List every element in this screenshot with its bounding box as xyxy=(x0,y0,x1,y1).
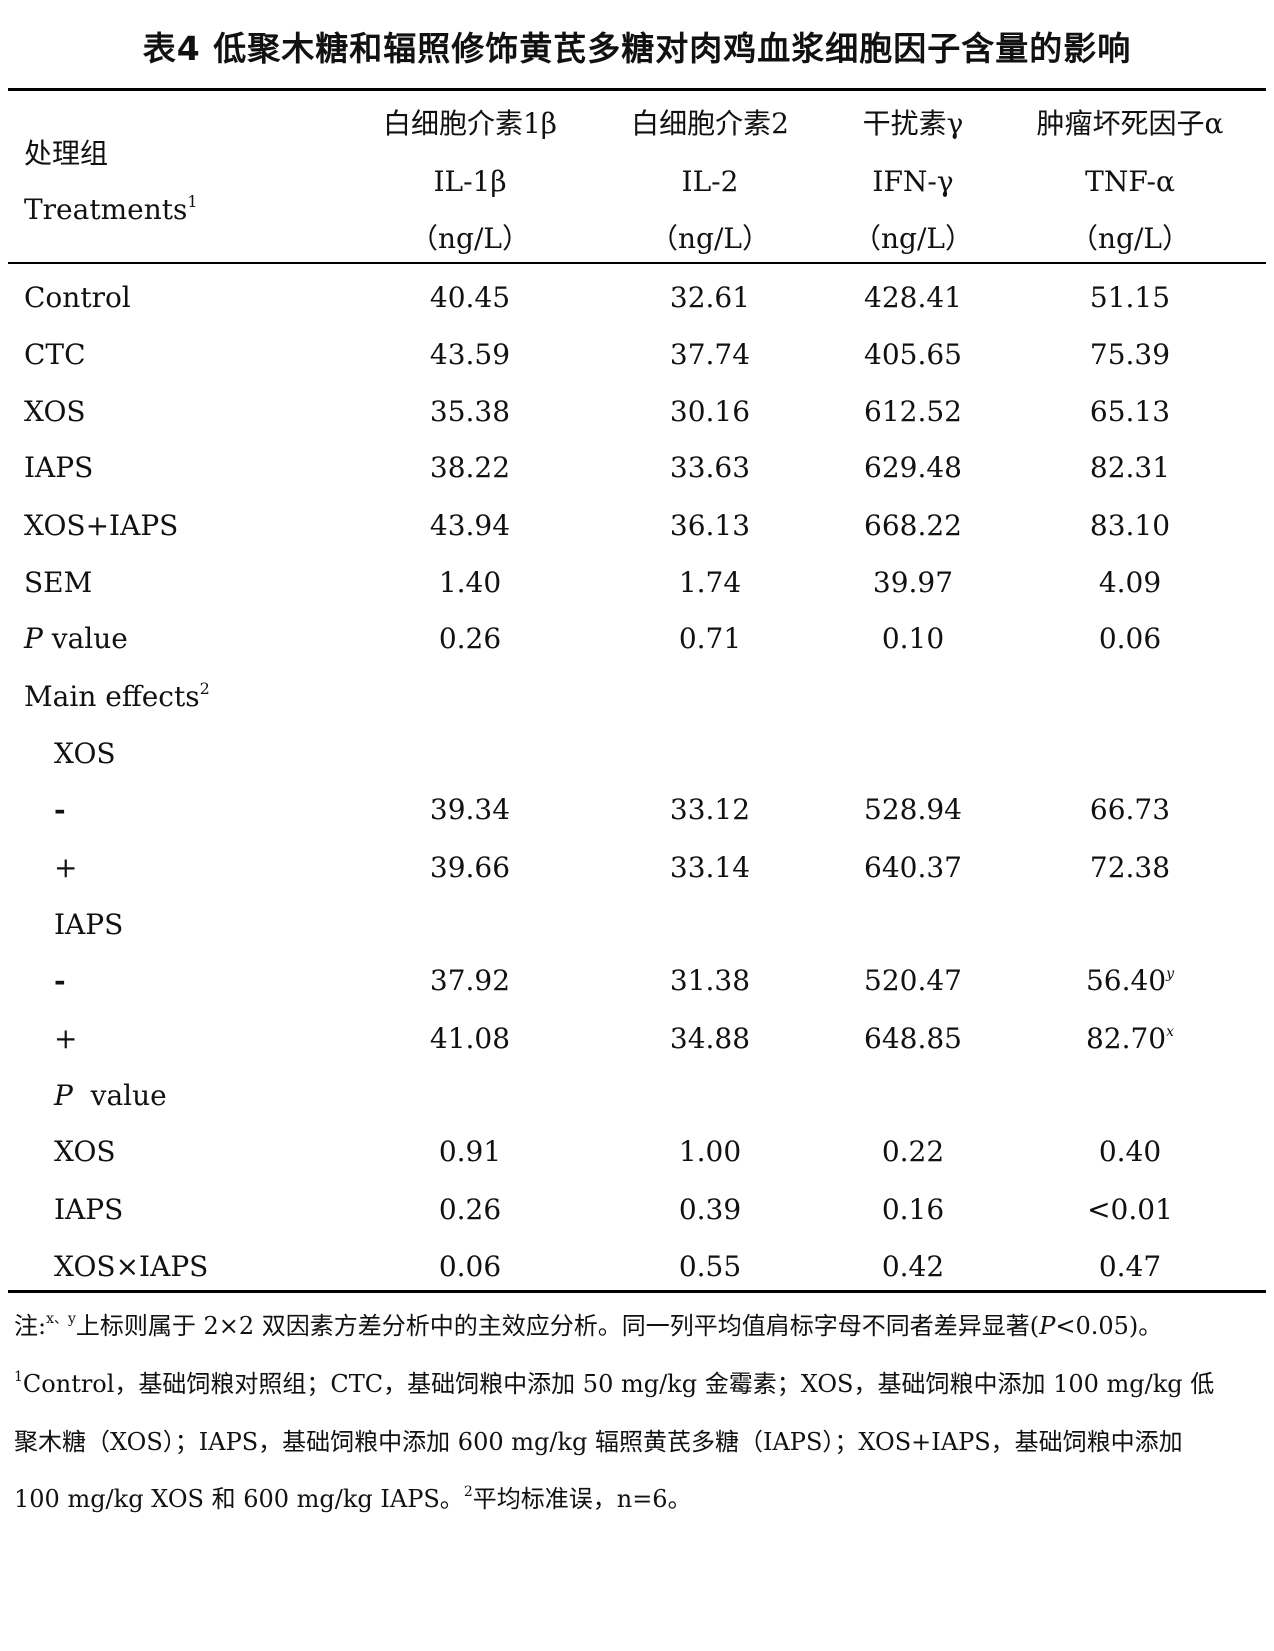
col1-en: IL-1β xyxy=(433,165,507,198)
cell-ifng: 0.22 xyxy=(881,1135,945,1168)
cell-il1b: 0.26 xyxy=(438,1193,502,1226)
row-label: XOS xyxy=(54,1135,116,1168)
cell-il2: 32.61 xyxy=(669,281,751,314)
cell-il2: 0.55 xyxy=(678,1250,742,1283)
table-title: 表4 低聚木糖和辐照修饰黄芪多糖对肉鸡血浆细胞因子含量的影响 xyxy=(142,29,1132,68)
cell-il2: 34.88 xyxy=(669,1022,751,1055)
cell-ifng: 0.16 xyxy=(881,1193,945,1226)
cell-il2: 33.14 xyxy=(669,851,751,884)
cell-il1b: 43.94 xyxy=(429,509,511,542)
col4-en: TNF-α xyxy=(1085,165,1175,198)
row-label: Control xyxy=(24,281,131,314)
bottom-rule xyxy=(8,1290,1266,1293)
cell-tnfa: 65.13 xyxy=(1089,395,1171,428)
col3-cn: 干扰素γ xyxy=(862,107,964,140)
header-group-en: Treatments1 xyxy=(24,191,198,226)
col2-cn: 白细胞介素2 xyxy=(631,107,789,140)
header-rule xyxy=(8,262,1266,264)
cell-tnfa: 51.15 xyxy=(1089,281,1171,314)
cell-ifng: 0.42 xyxy=(881,1250,945,1283)
cell-ifng: 428.41 xyxy=(864,281,962,314)
cell-il1b: 41.08 xyxy=(429,1022,511,1055)
col4-unit: （ng/L） xyxy=(1070,222,1190,255)
cell-tnfa: <0.01 xyxy=(1087,1193,1173,1226)
cell-il2: 1.74 xyxy=(678,566,742,599)
note-line-2: 1Control，基础饲粮对照组；CTC，基础饲粮中添加 50 mg/kg 金霉… xyxy=(14,1369,1215,1398)
cell-tnfa: 72.38 xyxy=(1089,851,1171,884)
row-label: + xyxy=(54,1022,78,1055)
cell-il2: 30.16 xyxy=(669,395,751,428)
cell-il2: 0.39 xyxy=(678,1193,742,1226)
cell-tnfa: 56.40y xyxy=(1085,964,1175,997)
cell-ifng: 405.65 xyxy=(864,338,962,371)
cell-ifng: 640.37 xyxy=(864,851,962,884)
cell-il1b: 39.34 xyxy=(429,793,511,826)
iaps-subheading: IAPS xyxy=(54,908,124,941)
cell-il1b: 0.26 xyxy=(438,622,502,655)
cell-ifng: 629.48 xyxy=(864,451,962,484)
cell-tnfa: 83.10 xyxy=(1089,509,1171,542)
row-label: CTC xyxy=(24,338,86,371)
row-label: - xyxy=(54,793,66,826)
cell-tnfa: 0.40 xyxy=(1098,1135,1162,1168)
row-label: SEM xyxy=(24,566,93,599)
cell-il2: 31.38 xyxy=(669,964,751,997)
header-group-cn: 处理组 xyxy=(24,137,109,170)
col1-cn: 白细胞介素1β xyxy=(382,107,557,140)
cell-ifng: 520.47 xyxy=(864,964,962,997)
col3-unit: （ng/L） xyxy=(853,222,973,255)
pvalue-subheading: P value xyxy=(54,1079,167,1112)
col1-unit: （ng/L） xyxy=(410,222,530,255)
row-label: IAPS xyxy=(24,451,94,484)
cell-il2: 37.74 xyxy=(669,338,751,371)
note-line-3: 聚木糖（XOS）；IAPS，基础饲粮中添加 600 mg/kg 辐照黄芪多糖（I… xyxy=(14,1428,1183,1456)
cell-tnfa: 0.47 xyxy=(1098,1250,1162,1283)
cell-tnfa: 82.70x xyxy=(1085,1022,1175,1055)
top-rule xyxy=(8,88,1266,91)
cell-il1b: 38.22 xyxy=(429,451,511,484)
cell-il1b: 1.40 xyxy=(438,566,502,599)
col2-unit: （ng/L） xyxy=(650,222,770,255)
cell-tnfa: 4.09 xyxy=(1098,566,1162,599)
cell-il1b: 0.91 xyxy=(438,1135,502,1168)
cell-il1b: 35.38 xyxy=(429,395,511,428)
note-line-1: 注:x、y上标则属于 2×2 双因素方差分析中的主效应分析。同一列平均值肩标字母… xyxy=(14,1311,1163,1340)
row-label: IAPS xyxy=(54,1193,124,1226)
main-effects-heading: Main effects2 xyxy=(24,678,210,713)
cell-il1b: 0.06 xyxy=(438,1250,502,1283)
cell-il2: 36.13 xyxy=(669,509,751,542)
cell-ifng: 0.10 xyxy=(881,622,945,655)
row-label: P value xyxy=(24,622,128,655)
cell-il2: 33.63 xyxy=(669,451,751,484)
cell-ifng: 648.85 xyxy=(864,1022,962,1055)
row-label: - xyxy=(54,964,66,997)
col4-cn: 肿瘤坏死因子α xyxy=(1036,107,1224,140)
row-label: XOS×IAPS xyxy=(54,1250,209,1283)
row-label: XOS xyxy=(24,395,86,428)
cell-ifng: 39.97 xyxy=(872,566,954,599)
cell-il1b: 39.66 xyxy=(429,851,511,884)
cell-tnfa: 82.31 xyxy=(1089,451,1171,484)
cell-il1b: 43.59 xyxy=(429,338,511,371)
cell-il2: 33.12 xyxy=(669,793,751,826)
cell-tnfa: 66.73 xyxy=(1089,793,1171,826)
cell-il1b: 37.92 xyxy=(429,964,511,997)
cell-il2: 1.00 xyxy=(678,1135,742,1168)
cell-tnfa: 75.39 xyxy=(1089,338,1171,371)
cell-ifng: 668.22 xyxy=(864,509,962,542)
cell-il2: 0.71 xyxy=(678,622,742,655)
note-line-4: 100 mg/kg XOS 和 600 mg/kg IAPS。2平均标准误，n=… xyxy=(14,1484,692,1513)
cell-ifng: 528.94 xyxy=(864,793,962,826)
col2-en: IL-2 xyxy=(681,165,739,198)
cell-ifng: 612.52 xyxy=(864,395,962,428)
row-label: + xyxy=(54,851,78,884)
xos-subheading: XOS xyxy=(54,737,116,770)
cell-il1b: 40.45 xyxy=(429,281,511,314)
row-label: XOS+IAPS xyxy=(24,509,179,542)
cell-tnfa: 0.06 xyxy=(1098,622,1162,655)
col3-en: IFN-γ xyxy=(872,165,954,198)
